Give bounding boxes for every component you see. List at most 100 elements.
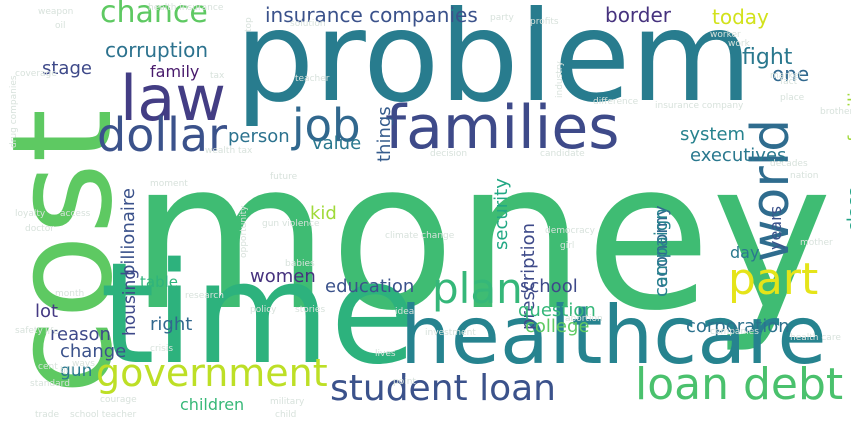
cloud-word: student loan (330, 368, 556, 409)
cloud-word: teacher (295, 74, 330, 84)
cloud-word: chance (100, 0, 208, 30)
cloud-word: life (45, 327, 59, 337)
cloud-word: education (325, 276, 415, 297)
cloud-word: change (60, 341, 127, 362)
cloud-word: bill (60, 366, 74, 376)
cloud-word: reason (50, 324, 111, 345)
cloud-word: moment (150, 179, 188, 189)
cloud-word: courage (100, 395, 137, 405)
cloud-word: children (180, 395, 245, 414)
cloud-word: time (100, 233, 417, 396)
cloud-word: plan (432, 264, 523, 313)
cloud-word: industry (555, 61, 565, 98)
cloud-word: decision (430, 149, 468, 159)
cloud-word: month (55, 289, 85, 299)
cloud-word: investment (425, 328, 476, 338)
cloud-word: tax (210, 71, 225, 81)
cloud-word: future (270, 172, 298, 182)
cloud-word: babies (285, 259, 315, 269)
cloud-word: health insurance (148, 3, 224, 13)
cloud-word: money (130, 118, 833, 356)
cloud-word: health care (790, 333, 841, 343)
cloud-word: policy (250, 305, 277, 315)
cloud-word: fact (780, 77, 798, 87)
cloud-word: cent (38, 362, 58, 372)
cloud-word: college (525, 316, 590, 337)
cloud-word: law (120, 62, 226, 135)
cloud-word: drug companies (9, 75, 19, 148)
cloud-word: table (140, 273, 178, 291)
cloud-word: system (680, 124, 746, 145)
cloud-word: housing (120, 268, 140, 336)
cloud-word: job (292, 99, 361, 152)
cloud-word: kid (310, 203, 337, 224)
cloud-word: gun (60, 361, 93, 381)
cloud-word: abortion (565, 314, 603, 324)
cloud-word: value (312, 133, 362, 154)
cloud-word: doctor (25, 224, 54, 234)
cloud-word: safety (15, 326, 43, 336)
cloud-word: worker (710, 30, 741, 40)
cloud-word: family (150, 62, 200, 81)
cloud-word: school (520, 276, 578, 297)
cloud-word: campaign (651, 208, 672, 297)
cloud-word: brother (820, 107, 851, 117)
cloud-word: standard (30, 379, 70, 389)
cloud-word: top (244, 17, 254, 32)
cloud-word: part (728, 254, 819, 305)
cloud-word: healthcare (400, 289, 827, 382)
cloud-word: years (766, 205, 785, 250)
cloud-word: crisis (150, 344, 174, 354)
cloud-word: women (250, 266, 316, 287)
cloud-word: insurance companies (265, 3, 478, 27)
cloud-word: corporation (686, 316, 790, 337)
cloud-word: child (275, 410, 297, 420)
cloud-word: profits (530, 17, 559, 27)
cloud-word: ways (72, 359, 95, 369)
cloud-word: candidate (540, 149, 585, 159)
cloud-word: loan debt (635, 359, 844, 410)
cloud-word: wealth tax (205, 146, 253, 156)
cloud-word: companies (710, 327, 759, 337)
cloud-word: question (518, 300, 596, 321)
cloud-word: one (772, 62, 810, 86)
cloud-word: school teacher (70, 410, 137, 420)
cloud-word: idea (395, 307, 415, 317)
cloud-word: nation (790, 171, 819, 181)
cloud-word: day (730, 243, 760, 262)
cloud-word: class (844, 187, 851, 232)
cloud-word: loyalty (15, 209, 46, 219)
cloud-word: research (185, 291, 224, 301)
cloud-word: party (490, 13, 514, 23)
cloud-word: oil (55, 21, 66, 31)
cloud-word: place (780, 93, 805, 103)
cloud-word: billionaire (118, 188, 139, 276)
cloud-word: solution (290, 19, 326, 29)
cloud-word: corruption (105, 38, 209, 62)
cloud-word: dollar (97, 108, 228, 162)
cloud-word: stories (295, 305, 326, 315)
cloud-word: right (150, 314, 193, 335)
cloud-word: person (228, 126, 290, 147)
cloud-word: border (605, 3, 672, 27)
cloud-word: today (712, 5, 769, 29)
cloud-word: weapon (38, 7, 74, 17)
cloud-word: democracy (545, 226, 595, 236)
cloud-word: lot (35, 301, 59, 322)
cloud-word: trade (35, 410, 59, 420)
cloud-word: point (393, 377, 416, 387)
cloud-word: fight (742, 45, 793, 70)
cloud-word: market (770, 71, 802, 81)
cloud-word: government (96, 351, 328, 395)
cloud-word: opportunity (239, 205, 249, 258)
cloud-word: insurance company (655, 101, 744, 111)
cloud-word: security (491, 178, 512, 250)
cloud-word: military (270, 397, 305, 407)
cloud-word: coverage (15, 69, 57, 79)
cloud-word: things (374, 106, 395, 162)
cloud-word: decades (770, 159, 808, 169)
cloud-word: executives (690, 145, 787, 166)
cloud-word: gun violence (262, 219, 320, 229)
cloud-word: climate change (385, 231, 455, 241)
